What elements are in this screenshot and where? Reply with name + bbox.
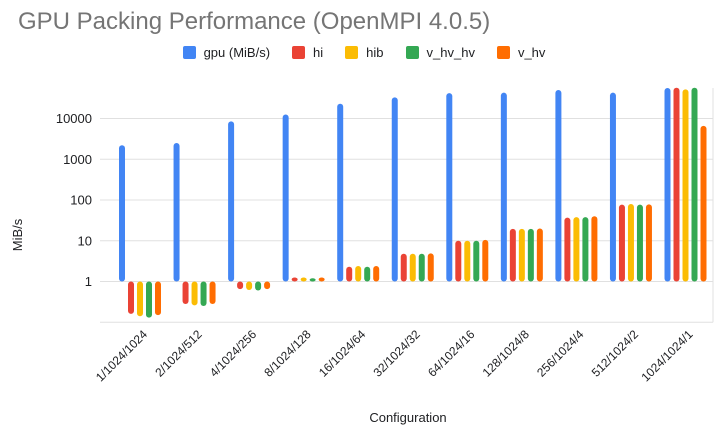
bar-hib-16/1024/64[interactable] <box>355 266 362 282</box>
y-tick-label: 10000 <box>56 111 92 126</box>
bar-v-hv-2/1024/512[interactable] <box>209 281 216 305</box>
bar-hi-8/1024/128[interactable] <box>291 277 298 282</box>
bar-v-hv-hv-512/1024/2[interactable] <box>636 204 643 282</box>
bar-v-hv-hv-8/1024/128[interactable] <box>309 278 316 282</box>
bar-hi-64/1024/16[interactable] <box>455 240 462 282</box>
bar-hib-64/1024/16[interactable] <box>464 240 471 282</box>
bar-gpu-mib-s--32/1024/32[interactable] <box>391 97 398 282</box>
bar-v-hv-hv-16/1024/64[interactable] <box>364 266 371 282</box>
legend-label: v_hv <box>517 45 546 60</box>
x-tick-label: 256/1024/4 <box>534 327 587 380</box>
x-tick-label: 16/1024/64 <box>316 327 369 380</box>
bar-v-hv-8/1024/128[interactable] <box>318 277 325 282</box>
x-tick-label: 128/1024/8 <box>480 327 533 380</box>
bar-gpu-mib-s--1024/1024/1[interactable] <box>664 88 671 282</box>
legend-label: hi <box>313 45 324 60</box>
x-tick-label: 2/1024/512 <box>152 327 205 380</box>
x-tick-label: 1024/1024/1 <box>639 327 696 384</box>
bar-hi-16/1024/64[interactable] <box>346 266 353 282</box>
legend-swatch-icon <box>405 46 419 59</box>
bar-gpu-mib-s--8/1024/128[interactable] <box>282 114 289 282</box>
y-tick-label: 1 <box>85 274 92 289</box>
bar-hib-512/1024/2[interactable] <box>627 203 634 282</box>
bar-hi-256/1024/4[interactable] <box>564 217 571 282</box>
bar-v-hv-1024/1024/1[interactable] <box>700 125 707 282</box>
bar-hi-2/1024/512[interactable] <box>182 281 189 305</box>
bar-gpu-mib-s--4/1024/256[interactable] <box>228 121 235 282</box>
bar-hib-32/1024/32[interactable] <box>409 253 416 282</box>
bar-v-hv-32/1024/32[interactable] <box>427 253 434 282</box>
bar-hi-128/1024/8[interactable] <box>509 228 516 282</box>
bar-v-hv-128/1024/8[interactable] <box>536 228 543 282</box>
legend-item-hi: hi <box>292 45 323 60</box>
legend-swatch-icon <box>292 46 306 59</box>
legend-label: v_hv_hv <box>426 45 475 60</box>
bar-v-hv-hv-1024/1024/1[interactable] <box>691 87 698 282</box>
plot-area: 1 10 100 1000 10000 1/1024/1024 2/1024/512 4/10… <box>10 87 714 425</box>
bar-v-hv-hv-1/1024/1024[interactable] <box>146 281 152 318</box>
bar-v-hv-hv-2/1024/512[interactable] <box>200 281 207 307</box>
bar-hib-256/1024/4[interactable] <box>573 217 580 282</box>
bar-hi-512/1024/2[interactable] <box>618 204 625 282</box>
y-tick-label: 100 <box>70 193 92 208</box>
x-tick-label: 4/1024/256 <box>207 327 260 380</box>
bar-v-hv-hv-64/1024/16[interactable] <box>473 240 480 282</box>
legend-label: hib <box>366 45 384 60</box>
bar-v-hv-16/1024/64[interactable] <box>373 266 380 282</box>
bar-v-hv-4/1024/256[interactable] <box>264 281 271 290</box>
x-axis-title: Configuration <box>369 410 446 425</box>
bar-hi-32/1024/32[interactable] <box>400 253 407 282</box>
bar-gpu-mib-s--128/1024/8[interactable] <box>500 92 507 282</box>
legend: gpu (MiB/s) hi hib v_hv_hv v_hv <box>0 45 728 60</box>
x-tick-label: 32/1024/32 <box>371 327 424 380</box>
bar-hib-1/1024/1024[interactable] <box>137 281 143 317</box>
y-tick-label: 10 <box>78 233 92 248</box>
bar-hib-128/1024/8[interactable] <box>518 228 525 282</box>
bar-v-hv-hv-128/1024/8[interactable] <box>527 228 534 282</box>
bar-gpu-mib-s--16/1024/64[interactable] <box>337 103 344 282</box>
legend-item-v-hv-hv: v_hv_hv <box>405 45 475 60</box>
bar-gpu-mib-s--256/1024/4[interactable] <box>555 90 562 282</box>
bar-v-hv-hv-32/1024/32[interactable] <box>418 253 425 282</box>
bar-v-hv-hv-4/1024/256[interactable] <box>255 281 262 291</box>
legend-swatch-icon <box>345 46 359 59</box>
bar-hib-4/1024/256[interactable] <box>246 281 253 290</box>
x-tick-label: 512/1024/2 <box>589 327 642 380</box>
bar-v-hv-1/1024/1024[interactable] <box>155 281 161 316</box>
x-tick-label: 1/1024/1024 <box>93 327 150 384</box>
legend-item-gpu-mib-s-: gpu (MiB/s) <box>182 45 271 60</box>
bar-hi-1/1024/1024[interactable] <box>128 281 134 314</box>
bar-hib-8/1024/128[interactable] <box>300 277 307 282</box>
bar-v-hv-512/1024/2[interactable] <box>645 204 652 282</box>
bar-hib-2/1024/512[interactable] <box>191 281 198 306</box>
bar-v-hv-256/1024/4[interactable] <box>591 216 598 282</box>
legend-swatch-icon <box>496 46 510 59</box>
legend-label: gpu (MiB/s) <box>203 45 271 60</box>
bar-gpu-mib-s--1/1024/1024[interactable] <box>119 145 125 282</box>
bar-gpu-mib-s--64/1024/16[interactable] <box>446 93 453 282</box>
bar-hi-4/1024/256[interactable] <box>237 281 244 290</box>
x-tick-label: 64/1024/16 <box>425 327 478 380</box>
legend-swatch-icon <box>182 46 196 59</box>
y-tick-label: 1000 <box>63 152 92 167</box>
y-axis-title: MiB/s <box>10 218 25 251</box>
bar-v-hv-hv-256/1024/4[interactable] <box>582 217 589 282</box>
x-tick-label: 8/1024/128 <box>261 327 314 380</box>
bar-v-hv-64/1024/16[interactable] <box>482 239 489 282</box>
bar-hi-1024/1024/1[interactable] <box>673 87 680 282</box>
legend-item-hib: hib <box>345 45 384 60</box>
bar-gpu-mib-s--2/1024/512[interactable] <box>173 143 180 282</box>
legend-item-v-hv: v_hv <box>496 45 546 60</box>
bar-hib-1024/1024/1[interactable] <box>682 89 689 282</box>
bar-gpu-mib-s--512/1024/2[interactable] <box>609 92 616 282</box>
chart-title: GPU Packing Performance (OpenMPI 4.0.5) <box>18 8 491 35</box>
